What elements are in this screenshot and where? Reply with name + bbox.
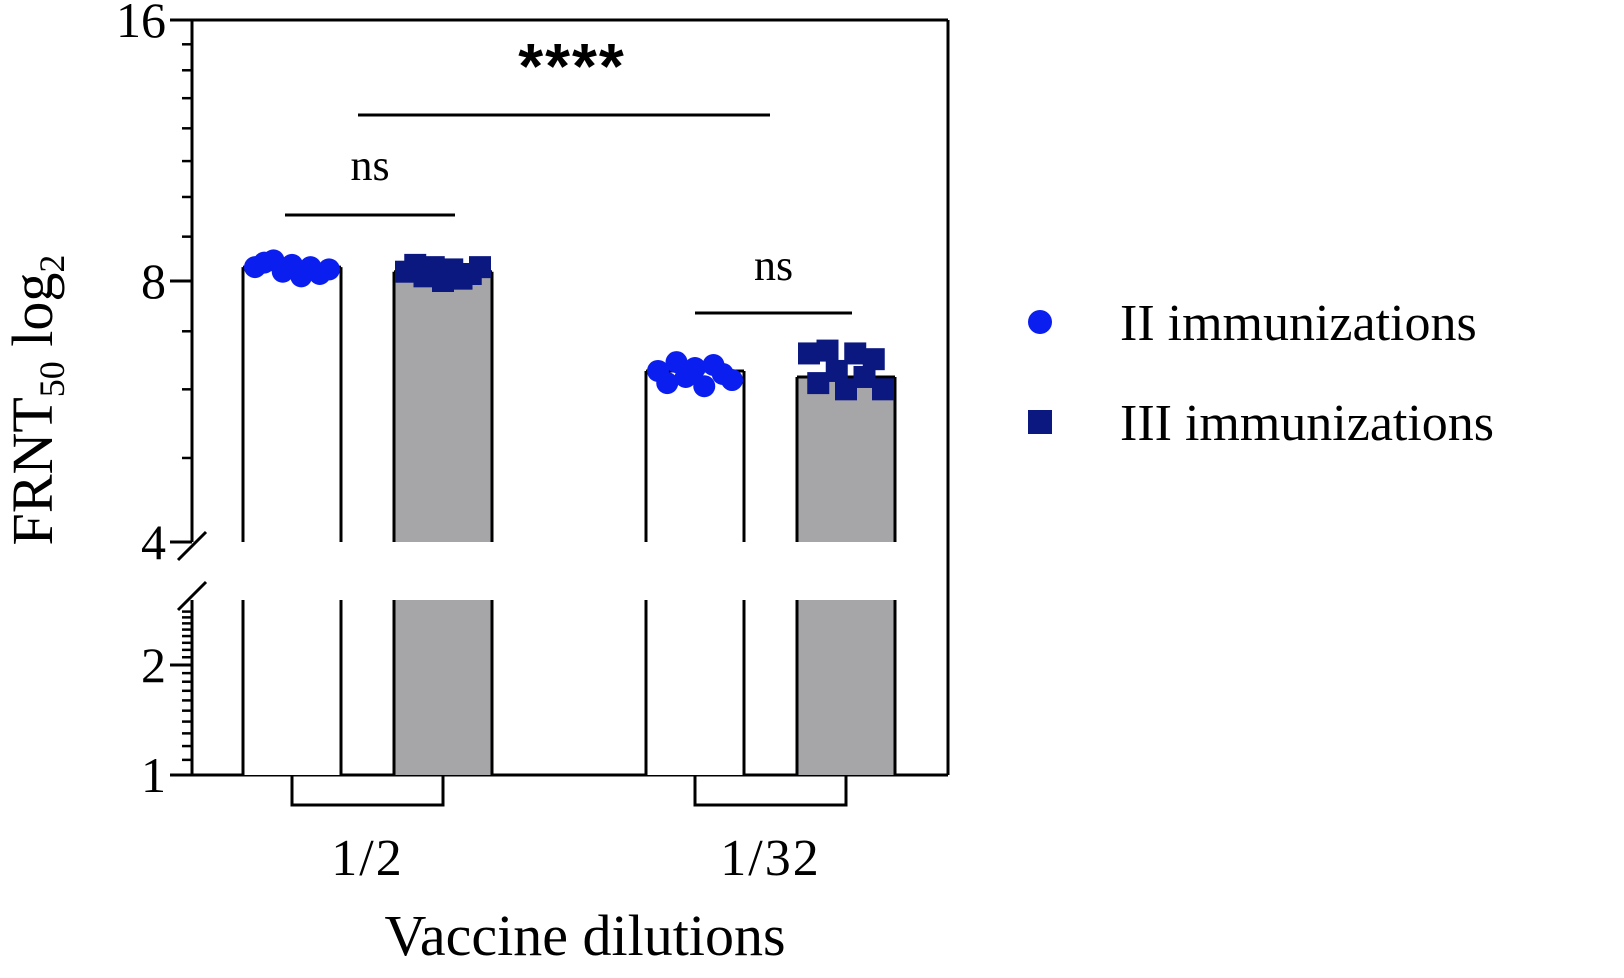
data-point-square xyxy=(798,342,820,365)
significance-brackets: **** ns ns xyxy=(285,30,852,315)
legend-marker-square xyxy=(1028,410,1052,434)
y-tick-label: 4 xyxy=(141,514,166,570)
data-point-square xyxy=(469,256,491,279)
y-axis-title: FRNT50 log2 xyxy=(0,255,72,546)
legend-marker-circle xyxy=(1028,310,1052,334)
data-point-circle xyxy=(656,372,679,395)
category-bracket xyxy=(290,775,445,807)
bar xyxy=(646,370,744,542)
bar xyxy=(394,271,492,542)
legend-label: II immunizations xyxy=(1120,295,1477,352)
bars xyxy=(241,265,897,775)
data-point-square xyxy=(835,378,857,401)
significance-stars: **** xyxy=(518,30,626,102)
bar xyxy=(243,267,341,542)
axis-break-mark-lower xyxy=(176,580,208,612)
bar xyxy=(243,600,341,775)
data-point-square xyxy=(816,339,839,362)
data-point-square xyxy=(825,359,848,382)
x-tick-label: 1/2 xyxy=(331,830,403,887)
axis-break-mark-upper xyxy=(176,530,208,562)
y-tick-label: 16 xyxy=(116,0,166,48)
category-bracket xyxy=(693,775,848,807)
data-point-circle xyxy=(693,375,716,398)
data-point-square xyxy=(853,365,876,388)
bar xyxy=(646,600,744,775)
data-point-square xyxy=(844,342,867,365)
data-point-circle xyxy=(721,369,743,392)
data-point-circle xyxy=(684,356,706,379)
bar xyxy=(394,600,492,775)
y-axis: 1 2 4 8 16 xyxy=(116,0,208,803)
legend: II immunizations III immunizations xyxy=(1028,295,1494,452)
bar xyxy=(797,600,895,775)
y-tick-label: 2 xyxy=(141,637,166,693)
x-axis: 1/2 1/32 xyxy=(290,775,848,887)
legend-label: III immunizations xyxy=(1120,395,1494,452)
significance-ns: ns xyxy=(350,141,389,190)
y-tick-label: 8 xyxy=(141,253,166,309)
significance-ns: ns xyxy=(754,241,793,290)
bar xyxy=(797,376,895,542)
data-points xyxy=(244,249,894,401)
x-tick-label: 1/32 xyxy=(720,830,820,887)
x-axis-title: Vaccine dilutions xyxy=(384,903,785,968)
data-point-square xyxy=(807,372,830,395)
y-tick-label: 1 xyxy=(141,747,166,803)
data-point-square xyxy=(872,378,894,401)
data-point-circle xyxy=(318,258,340,281)
data-point-square xyxy=(862,348,885,371)
